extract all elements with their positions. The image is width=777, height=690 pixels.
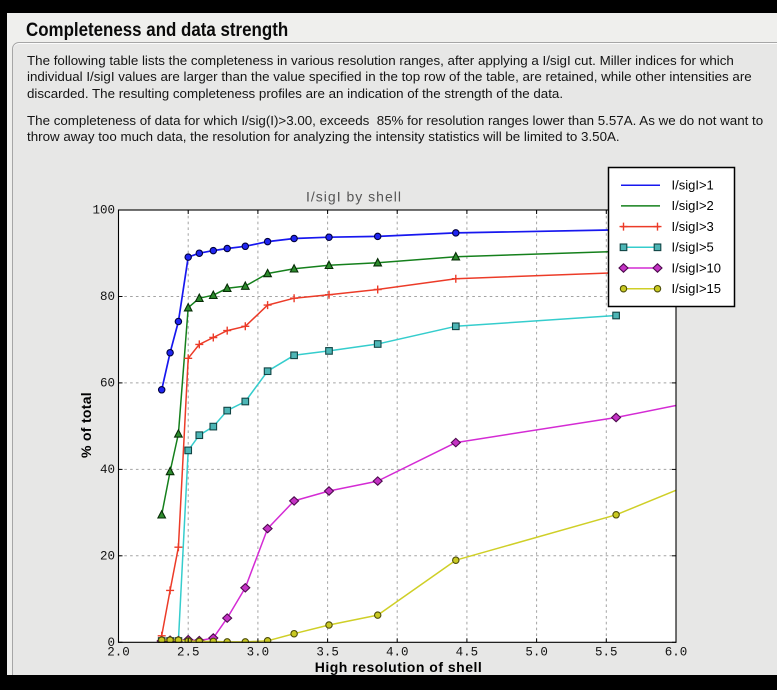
svg-text:4.5: 4.5 — [456, 646, 479, 660]
svg-text:60: 60 — [100, 376, 115, 390]
svg-text:3.5: 3.5 — [316, 646, 339, 660]
svg-text:High resolution of shell: High resolution of shell — [315, 659, 483, 675]
svg-text:4.0: 4.0 — [386, 646, 409, 660]
svg-text:I/sigI>2: I/sigI>2 — [672, 198, 714, 213]
svg-text:I/sigI>10: I/sigI>10 — [672, 260, 722, 275]
svg-text:0: 0 — [107, 636, 115, 650]
svg-text:5.0: 5.0 — [525, 646, 548, 660]
svg-text:I/sigI>3: I/sigI>3 — [672, 219, 714, 234]
svg-text:5.5: 5.5 — [595, 646, 618, 660]
svg-text:2.0: 2.0 — [107, 646, 130, 660]
svg-text:I/sigI>15: I/sigI>15 — [672, 281, 722, 296]
svg-text:6.0: 6.0 — [665, 646, 688, 660]
svg-text:I/sigI by shell: I/sigI by shell — [306, 189, 402, 205]
svg-text:80: 80 — [100, 290, 115, 304]
svg-text:3.0: 3.0 — [247, 646, 270, 660]
svg-text:20: 20 — [100, 549, 115, 563]
svg-text:40: 40 — [100, 463, 115, 477]
svg-text:2.5: 2.5 — [177, 646, 200, 660]
svg-text:I/sigI>1: I/sigI>1 — [672, 178, 714, 193]
svg-text:% of total: % of total — [78, 392, 94, 458]
svg-text:I/sigI>5: I/sigI>5 — [672, 240, 714, 255]
svg-text:100: 100 — [92, 204, 115, 218]
